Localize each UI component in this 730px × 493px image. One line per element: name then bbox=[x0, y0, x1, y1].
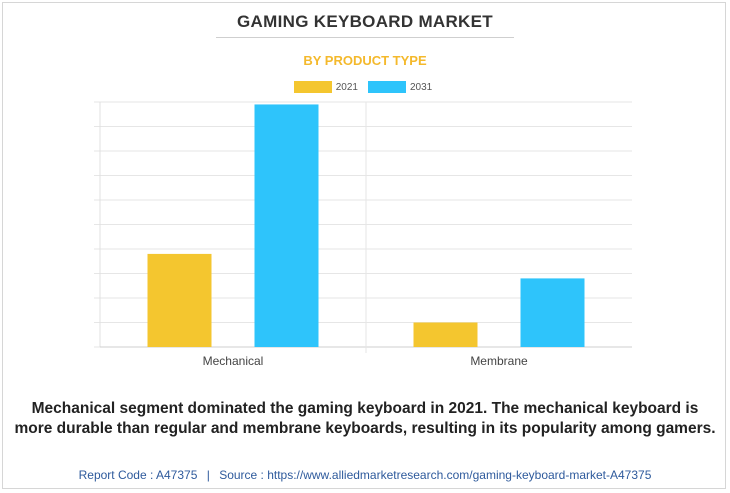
legend-swatch-2031 bbox=[368, 81, 406, 93]
report-code: Report Code : A47375 bbox=[78, 468, 198, 482]
legend-item-2031: 2031 bbox=[368, 81, 432, 93]
bar-chart: Mechanical Membrane bbox=[94, 101, 632, 368]
bar-mechanical-2021 bbox=[147, 253, 212, 347]
chart-frame bbox=[2, 2, 726, 489]
x-tick-label-membrane: Membrane bbox=[470, 354, 528, 368]
legend-label-2031: 2031 bbox=[410, 81, 433, 93]
chart-title: GAMING KEYBOARD MARKET bbox=[237, 12, 493, 31]
footer-separator: | bbox=[206, 468, 210, 482]
legend-swatch-2021 bbox=[293, 81, 332, 93]
chart-caption: Mechanical segment dominated the gaming … bbox=[14, 400, 716, 437]
x-tick-label-mechanical: Mechanical bbox=[203, 354, 264, 368]
chart-legend: 2021 2031 bbox=[0, 80, 730, 94]
bar-mechanical-2031 bbox=[254, 104, 319, 347]
source-link[interactable]: Source : https://www.alliedmarketresearc… bbox=[219, 468, 652, 482]
legend-item-2021: 2021 bbox=[293, 81, 358, 93]
footer: Report Code : A47375 | Source : https://… bbox=[0, 468, 730, 482]
chart-subtitle: BY PRODUCT TYPE bbox=[303, 53, 427, 68]
bar-membrane-2031 bbox=[520, 278, 585, 347]
title-divider bbox=[216, 37, 514, 38]
bar-membrane-2021 bbox=[413, 322, 478, 347]
legend-label-2021: 2021 bbox=[335, 81, 358, 93]
